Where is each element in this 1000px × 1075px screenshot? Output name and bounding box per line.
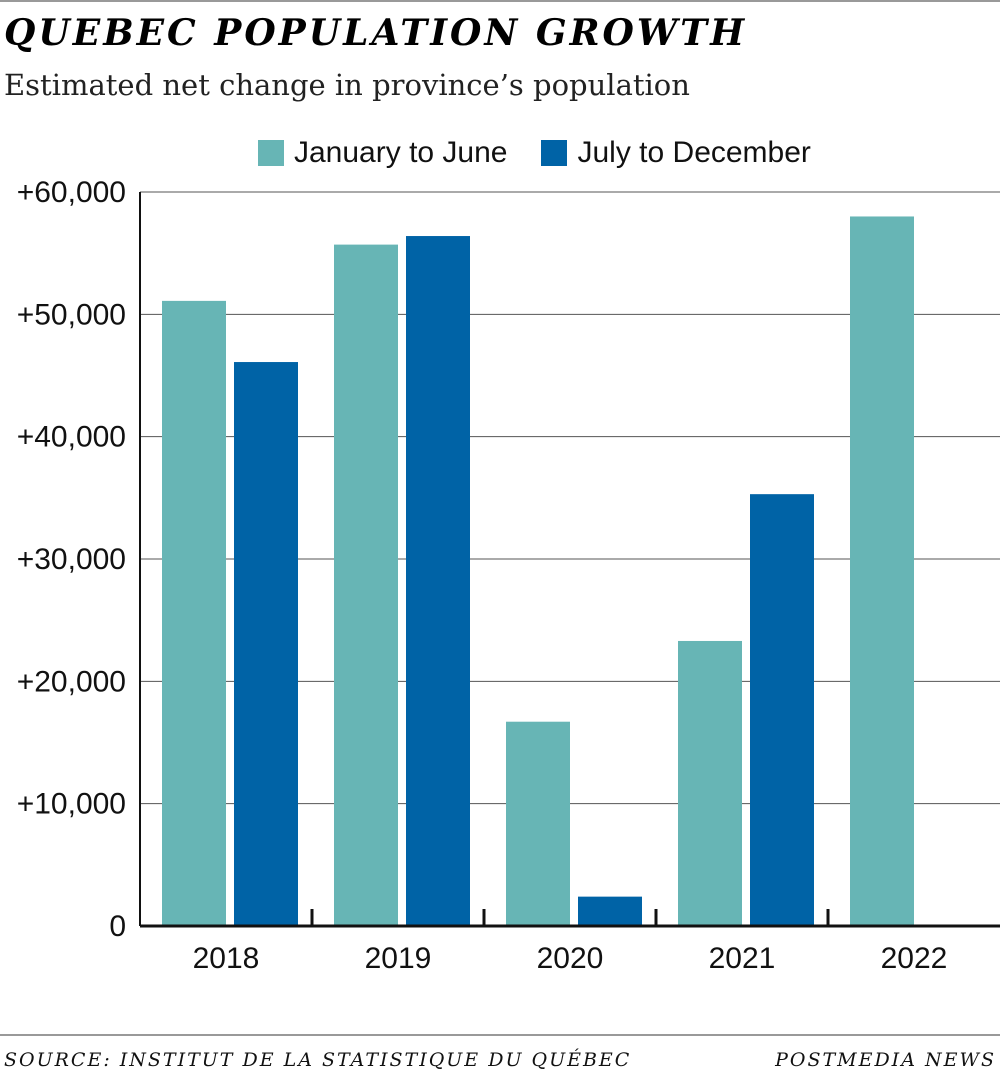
- bar-2021-jan-jun: [678, 640, 742, 926]
- chart-subtitle: Estimated net change in province’s popul…: [4, 68, 690, 102]
- legend-item-jan-jun: January to June: [258, 136, 507, 170]
- bar-2020-jan-jun: [506, 721, 570, 926]
- bar-2021-jul-dec: [750, 494, 814, 926]
- source-note: SOURCE: INSTITUT DE LA STATISTIQUE DU QU…: [4, 1049, 632, 1071]
- y-tick-label-6: +60,000: [17, 176, 126, 209]
- x-tick-label-2022: 2022: [881, 942, 948, 975]
- footer-rule: [0, 1034, 1000, 1036]
- x-tick-label-2019: 2019: [365, 942, 432, 975]
- legend-swatch-jan-jun: [258, 140, 284, 166]
- legend-label-jul-dec: July to December: [577, 136, 811, 169]
- bar-2020-jul-dec: [578, 896, 642, 926]
- legend-label-jan-jun: January to June: [294, 136, 508, 169]
- x-tick-label-2018: 2018: [193, 942, 260, 975]
- y-tick-label-1: +10,000: [17, 788, 126, 821]
- bar-2019-jan-jun: [334, 244, 398, 926]
- bar-2018-jan-jun: [162, 300, 226, 926]
- legend-item-jul-dec: July to December: [541, 136, 811, 170]
- bar-2019-jul-dec: [406, 236, 470, 927]
- legend: January to June July to December: [258, 136, 845, 170]
- top-rule: [0, 0, 1000, 2]
- x-tick-label-2020: 2020: [537, 942, 604, 975]
- chart-title: QUEBEC POPULATION GROWTH: [4, 12, 748, 54]
- y-tick-label-2: +20,000: [17, 665, 126, 698]
- y-tick-label-4: +40,000: [17, 421, 126, 454]
- y-tick-label-0: 0: [109, 910, 126, 943]
- bar-2022-jan-jun: [850, 216, 914, 926]
- bar-2018-jul-dec: [234, 362, 298, 926]
- bar-chart: 0 +10,000 +20,000 +30,000 +40,000 +50,000 +60,…: [17, 176, 1000, 975]
- x-tick-label-2021: 2021: [709, 942, 776, 975]
- credit-note: POSTMEDIA NEWS: [775, 1049, 996, 1071]
- y-tick-label-3: +30,000: [17, 543, 126, 576]
- legend-swatch-jul-dec: [541, 140, 568, 166]
- y-tick-label-5: +50,000: [17, 298, 126, 331]
